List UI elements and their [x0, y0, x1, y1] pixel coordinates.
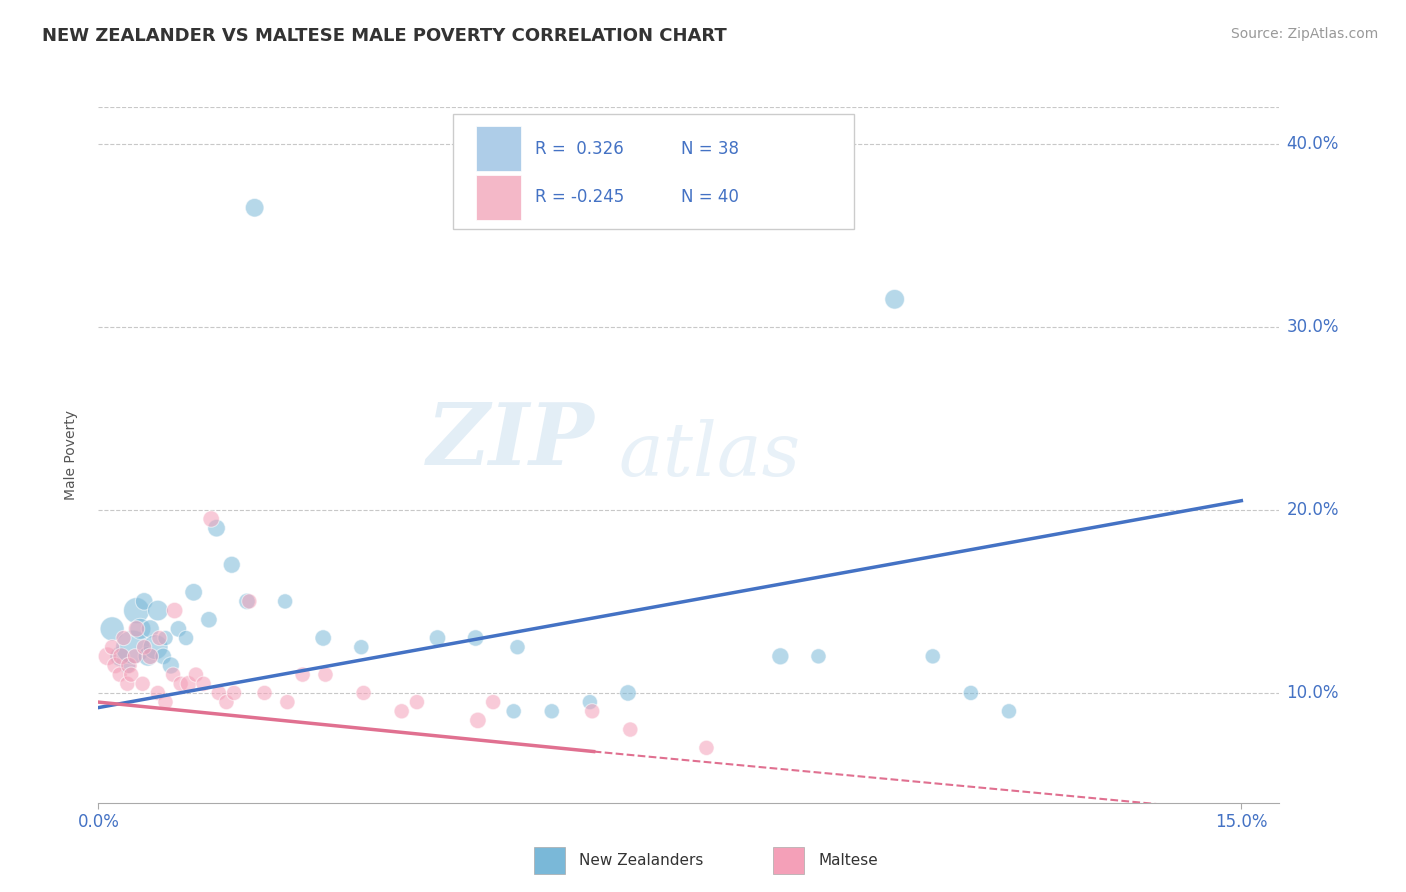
Point	[274, 594, 297, 608]
Point	[167, 622, 190, 636]
Text: 10.0%: 10.0%	[1286, 684, 1339, 702]
Point	[139, 649, 162, 664]
Point	[125, 603, 148, 617]
Point	[467, 714, 489, 728]
Point	[118, 658, 141, 673]
Point	[695, 740, 717, 755]
Point	[163, 603, 186, 617]
Point	[97, 649, 120, 664]
Point	[104, 658, 127, 673]
Point	[129, 622, 152, 636]
Point	[406, 695, 429, 709]
Point	[108, 667, 131, 681]
Point	[807, 649, 830, 664]
Point	[136, 649, 159, 664]
Point	[193, 677, 215, 691]
Point	[391, 704, 413, 718]
Point	[152, 649, 174, 664]
Text: R =  0.326: R = 0.326	[536, 140, 624, 158]
FancyBboxPatch shape	[477, 175, 522, 220]
Point	[108, 649, 131, 664]
Point	[155, 631, 177, 645]
Text: N = 40: N = 40	[681, 188, 738, 206]
Point	[145, 640, 167, 655]
Point	[581, 704, 603, 718]
Point	[125, 622, 148, 636]
Point	[221, 558, 243, 572]
Point	[120, 667, 142, 681]
Point	[177, 677, 200, 691]
Point	[883, 293, 905, 307]
Text: Maltese: Maltese	[818, 854, 877, 868]
Point	[148, 631, 170, 645]
Point	[350, 640, 373, 655]
Point	[312, 631, 335, 645]
Point	[139, 622, 162, 636]
Point	[134, 640, 156, 655]
Text: atlas: atlas	[619, 418, 800, 491]
Point	[960, 686, 983, 700]
Point	[131, 677, 153, 691]
Point	[198, 613, 221, 627]
Point	[998, 704, 1021, 718]
Text: 30.0%: 30.0%	[1286, 318, 1339, 335]
Point	[124, 649, 146, 664]
Point	[921, 649, 943, 664]
Point	[170, 677, 193, 691]
Point	[159, 658, 181, 673]
Point	[276, 695, 298, 709]
Point	[205, 521, 228, 535]
Point	[769, 649, 792, 664]
Point	[540, 704, 562, 718]
Point	[146, 603, 169, 617]
Text: New Zealanders: New Zealanders	[579, 854, 703, 868]
Point	[253, 686, 276, 700]
Point	[502, 704, 524, 718]
Point	[243, 201, 266, 215]
Point	[617, 686, 640, 700]
Text: ZIP: ZIP	[426, 400, 595, 483]
Point	[506, 640, 529, 655]
Point	[112, 631, 135, 645]
Point	[222, 686, 245, 700]
Text: R = -0.245: R = -0.245	[536, 188, 624, 206]
Point	[162, 667, 184, 681]
FancyBboxPatch shape	[477, 126, 522, 171]
Point	[579, 695, 602, 709]
Point	[215, 695, 238, 709]
Point	[314, 667, 336, 681]
FancyBboxPatch shape	[453, 114, 855, 229]
Point	[208, 686, 231, 700]
Point	[101, 640, 124, 655]
Text: Source: ZipAtlas.com: Source: ZipAtlas.com	[1230, 27, 1378, 41]
Point	[121, 640, 143, 655]
Point	[619, 723, 641, 737]
Point	[101, 622, 124, 636]
Point	[183, 585, 205, 599]
Point	[464, 631, 486, 645]
Text: 20.0%: 20.0%	[1286, 500, 1339, 519]
Text: NEW ZEALANDER VS MALTESE MALE POVERTY CORRELATION CHART: NEW ZEALANDER VS MALTESE MALE POVERTY CO…	[42, 27, 727, 45]
Point	[134, 594, 156, 608]
Point	[110, 649, 132, 664]
Point	[236, 594, 259, 608]
Point	[426, 631, 449, 645]
Point	[146, 686, 169, 700]
Y-axis label: Male Poverty: Male Poverty	[63, 410, 77, 500]
Point	[117, 658, 139, 673]
Point	[353, 686, 375, 700]
Text: 40.0%: 40.0%	[1286, 135, 1339, 153]
Point	[238, 594, 260, 608]
Point	[291, 667, 314, 681]
Point	[174, 631, 197, 645]
Point	[482, 695, 505, 709]
Text: N = 38: N = 38	[681, 140, 738, 158]
Point	[155, 695, 177, 709]
Point	[184, 667, 207, 681]
Point	[200, 512, 222, 526]
Point	[117, 677, 139, 691]
